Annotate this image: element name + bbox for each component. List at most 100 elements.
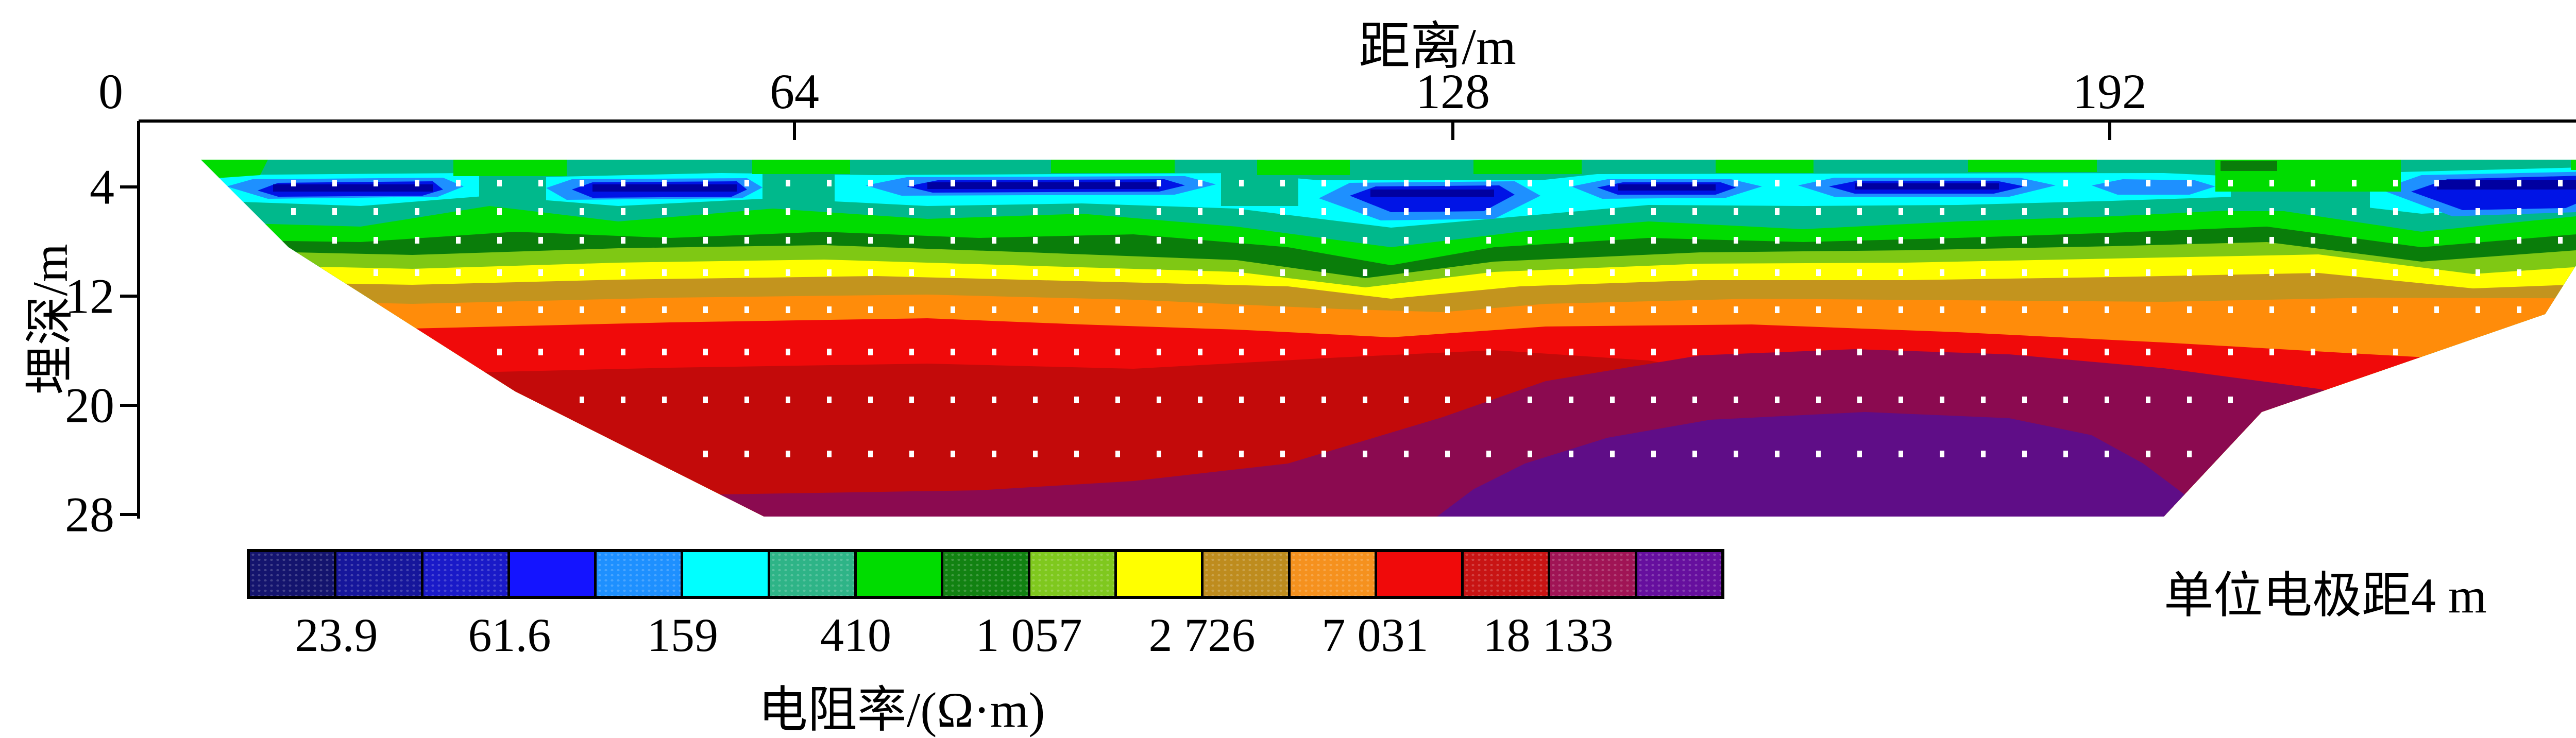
- datum-dot: [2105, 349, 2109, 355]
- datum-dot: [1445, 237, 1450, 244]
- datum-dot: [868, 349, 873, 355]
- datum-dot: [786, 306, 790, 313]
- datum-dot: [2146, 180, 2150, 186]
- lens-navy-streak: [273, 184, 433, 192]
- colorbar-cell: [594, 552, 681, 596]
- datum-dot: [1775, 397, 1780, 403]
- datum-dot: [2187, 269, 2192, 276]
- colorbar-cell: [1114, 552, 1201, 596]
- datum-dot: [538, 306, 543, 313]
- datum-dot: [1857, 349, 1862, 355]
- datum-dot: [1033, 306, 1038, 313]
- datum-dot: [2187, 180, 2192, 186]
- datum-dot: [2269, 208, 2274, 215]
- colorbar-cell: [941, 552, 1028, 596]
- datum-dot: [2558, 180, 2563, 186]
- lens-navy-streak: [1370, 190, 1494, 197]
- datum-dot: [1569, 180, 1573, 186]
- datum-dot: [497, 349, 502, 355]
- datum-dot: [1816, 208, 1821, 215]
- datum-dot: [1115, 237, 1120, 244]
- datum-dot: [744, 349, 749, 355]
- datum-dot: [2187, 237, 2192, 244]
- datum-dot: [1198, 269, 1202, 276]
- datum-dot: [992, 180, 996, 186]
- datum-dot: [1157, 180, 1161, 186]
- datum-dot: [744, 208, 749, 215]
- datum-dot: [2476, 237, 2480, 244]
- datum-dot: [1239, 397, 1244, 403]
- colorbar-caption: 电阻率/(Ω·m): [758, 682, 1045, 737]
- datum-dot: [332, 237, 337, 244]
- lens-navy-streak: [2437, 180, 2576, 190]
- datum-dot: [2105, 269, 2109, 276]
- datum-dot: [538, 208, 543, 215]
- datum-dot: [621, 208, 625, 215]
- datum-dot: [1692, 180, 1697, 186]
- datum-dot: [374, 180, 378, 186]
- datum-dot: [1157, 306, 1161, 313]
- surface-green-cap: [201, 160, 268, 178]
- surface-green-cap: [453, 160, 567, 176]
- datum-dot: [1445, 180, 1450, 186]
- datum-dot: [2311, 306, 2315, 313]
- datum-dot: [1775, 208, 1780, 215]
- datum-dot: [2393, 237, 2398, 244]
- colorbar-tick-label: 1 057: [975, 609, 1082, 661]
- datum-dot: [580, 349, 584, 355]
- datum-dot: [1321, 180, 1326, 186]
- lens-navy-streak: [927, 182, 1159, 189]
- datum-dot: [2393, 269, 2398, 276]
- datum-dot: [909, 269, 914, 276]
- datum-dot: [2022, 208, 2027, 215]
- datum-dot: [1857, 306, 1862, 313]
- datum-dot: [1486, 451, 1491, 457]
- datum-dot: [2146, 269, 2150, 276]
- colorbar-cell: [1374, 552, 1462, 596]
- datum-dot: [703, 306, 708, 313]
- lens-navy-streak: [592, 184, 737, 192]
- datum-dot: [1033, 269, 1038, 276]
- datum-dot: [1404, 237, 1409, 244]
- datum-dot: [1940, 397, 1944, 403]
- datum-dot: [2476, 180, 2480, 186]
- datum-dot: [1280, 349, 1285, 355]
- datum-dot: [2311, 208, 2315, 215]
- datum-dot: [2228, 397, 2233, 403]
- datum-dot: [2476, 208, 2480, 215]
- datum-dot: [2517, 208, 2521, 215]
- lens-navy-streak: [1855, 183, 1999, 190]
- datum-dot: [2269, 349, 2274, 355]
- datum-dot: [1857, 237, 1862, 244]
- datum-dot: [1033, 180, 1038, 186]
- datum-dot: [1569, 451, 1573, 457]
- datum-dot: [1610, 208, 1615, 215]
- datum-dot: [1940, 349, 1944, 355]
- datum-dot: [909, 451, 914, 457]
- datum-dot: [703, 208, 708, 215]
- datum-dot: [621, 397, 625, 403]
- datum-dot: [1610, 349, 1615, 355]
- datum-dot: [1528, 306, 1532, 313]
- datum-dot: [744, 397, 749, 403]
- datum-dot: [1981, 208, 1986, 215]
- datum-dot: [1404, 306, 1409, 313]
- datum-dot: [1857, 451, 1862, 457]
- datum-dot: [744, 237, 749, 244]
- datum-dot: [2558, 237, 2563, 244]
- datum-dot: [1486, 269, 1491, 276]
- datum-dot: [415, 208, 419, 215]
- datum-dot: [1981, 397, 1986, 403]
- datum-dot: [992, 306, 996, 313]
- datum-dot: [1940, 180, 1944, 186]
- datum-dot: [1651, 397, 1656, 403]
- datum-dot: [2434, 208, 2439, 215]
- datum-dot: [2352, 237, 2357, 244]
- section-body: [201, 160, 2576, 517]
- datum-dot: [1033, 208, 1038, 215]
- datum-dot: [2105, 237, 2109, 244]
- datum-dot: [580, 208, 584, 215]
- datum-dot: [2105, 180, 2109, 186]
- colorbar-cell: [507, 552, 595, 596]
